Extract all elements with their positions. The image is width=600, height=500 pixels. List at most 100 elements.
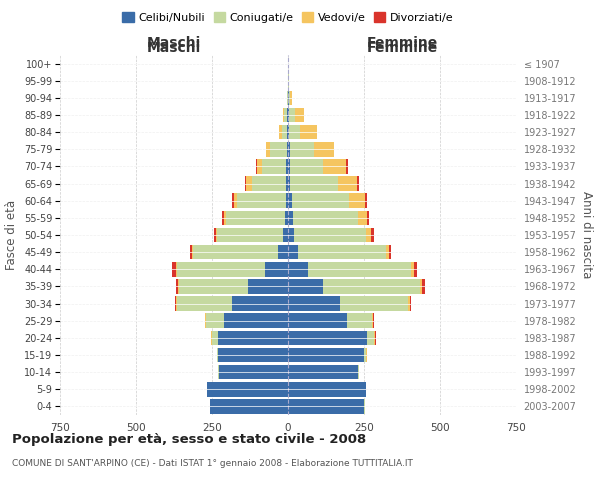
- Bar: [346, 159, 347, 174]
- Bar: [217, 348, 218, 362]
- Bar: [420, 279, 422, 293]
- Bar: [298, 245, 386, 260]
- Bar: [365, 382, 366, 396]
- Bar: [216, 228, 217, 242]
- Bar: [292, 194, 349, 208]
- Text: Femmine: Femmine: [367, 36, 437, 50]
- Bar: [287, 90, 288, 105]
- Bar: [283, 108, 284, 122]
- Bar: [224, 210, 226, 225]
- Bar: [210, 399, 211, 413]
- Bar: [295, 108, 304, 122]
- Bar: [212, 330, 218, 345]
- Bar: [179, 279, 248, 293]
- Bar: [413, 262, 417, 276]
- Bar: [358, 210, 367, 225]
- Text: Femmine: Femmine: [367, 41, 437, 55]
- Bar: [288, 74, 289, 88]
- Bar: [288, 296, 340, 311]
- Bar: [193, 245, 278, 260]
- Bar: [289, 108, 295, 122]
- Bar: [288, 159, 290, 174]
- Bar: [178, 279, 179, 293]
- Bar: [289, 125, 300, 140]
- Bar: [205, 314, 206, 328]
- Bar: [367, 210, 370, 225]
- Bar: [278, 245, 288, 260]
- Bar: [217, 228, 283, 242]
- Bar: [288, 194, 292, 208]
- Bar: [286, 176, 288, 191]
- Bar: [290, 176, 338, 191]
- Bar: [284, 108, 287, 122]
- Bar: [288, 142, 290, 156]
- Bar: [389, 245, 391, 260]
- Bar: [365, 194, 367, 208]
- Bar: [288, 210, 293, 225]
- Bar: [257, 159, 262, 174]
- Bar: [286, 194, 288, 208]
- Text: COMUNE DI SANT'ARPINO (CE) - Dati ISTAT 1° gennaio 2008 - Elaborazione TUTTITALI: COMUNE DI SANT'ARPINO (CE) - Dati ISTAT …: [12, 459, 413, 468]
- Bar: [177, 296, 232, 311]
- Bar: [293, 210, 358, 225]
- Bar: [288, 330, 367, 345]
- Bar: [287, 108, 288, 122]
- Bar: [226, 210, 285, 225]
- Bar: [375, 330, 376, 345]
- Bar: [371, 228, 374, 242]
- Bar: [289, 90, 290, 105]
- Bar: [287, 125, 288, 140]
- Bar: [288, 176, 290, 191]
- Bar: [206, 314, 224, 328]
- Bar: [266, 142, 270, 156]
- Bar: [175, 296, 176, 311]
- Bar: [234, 194, 237, 208]
- Bar: [224, 314, 288, 328]
- Bar: [323, 279, 420, 293]
- Bar: [288, 348, 364, 362]
- Bar: [308, 262, 411, 276]
- Bar: [256, 159, 257, 174]
- Bar: [286, 159, 288, 174]
- Bar: [251, 176, 286, 191]
- Bar: [176, 296, 177, 311]
- Bar: [218, 365, 288, 380]
- Bar: [288, 262, 308, 276]
- Bar: [288, 125, 289, 140]
- Bar: [172, 262, 176, 276]
- Bar: [365, 228, 371, 242]
- Bar: [288, 399, 364, 413]
- Bar: [323, 159, 346, 174]
- Bar: [338, 176, 358, 191]
- Bar: [290, 90, 292, 105]
- Text: Popolazione per età, sesso e stato civile - 2008: Popolazione per età, sesso e stato civil…: [12, 432, 366, 446]
- Bar: [364, 399, 365, 413]
- Bar: [288, 382, 365, 396]
- Bar: [279, 125, 282, 140]
- Bar: [265, 262, 288, 276]
- Bar: [288, 228, 294, 242]
- Bar: [288, 108, 289, 122]
- Bar: [288, 365, 358, 380]
- Bar: [300, 125, 317, 140]
- Bar: [246, 176, 251, 191]
- Bar: [211, 330, 212, 345]
- Bar: [410, 296, 411, 311]
- Bar: [290, 142, 314, 156]
- Bar: [177, 262, 265, 276]
- Bar: [408, 296, 410, 311]
- Text: Maschi: Maschi: [147, 36, 201, 50]
- Bar: [270, 142, 287, 156]
- Bar: [232, 194, 234, 208]
- Bar: [288, 314, 347, 328]
- Bar: [373, 314, 374, 328]
- Bar: [288, 245, 298, 260]
- Bar: [349, 194, 365, 208]
- Bar: [287, 142, 288, 156]
- Bar: [340, 296, 408, 311]
- Bar: [214, 228, 216, 242]
- Bar: [222, 210, 224, 225]
- Bar: [207, 382, 208, 396]
- Bar: [282, 125, 287, 140]
- Bar: [422, 279, 425, 293]
